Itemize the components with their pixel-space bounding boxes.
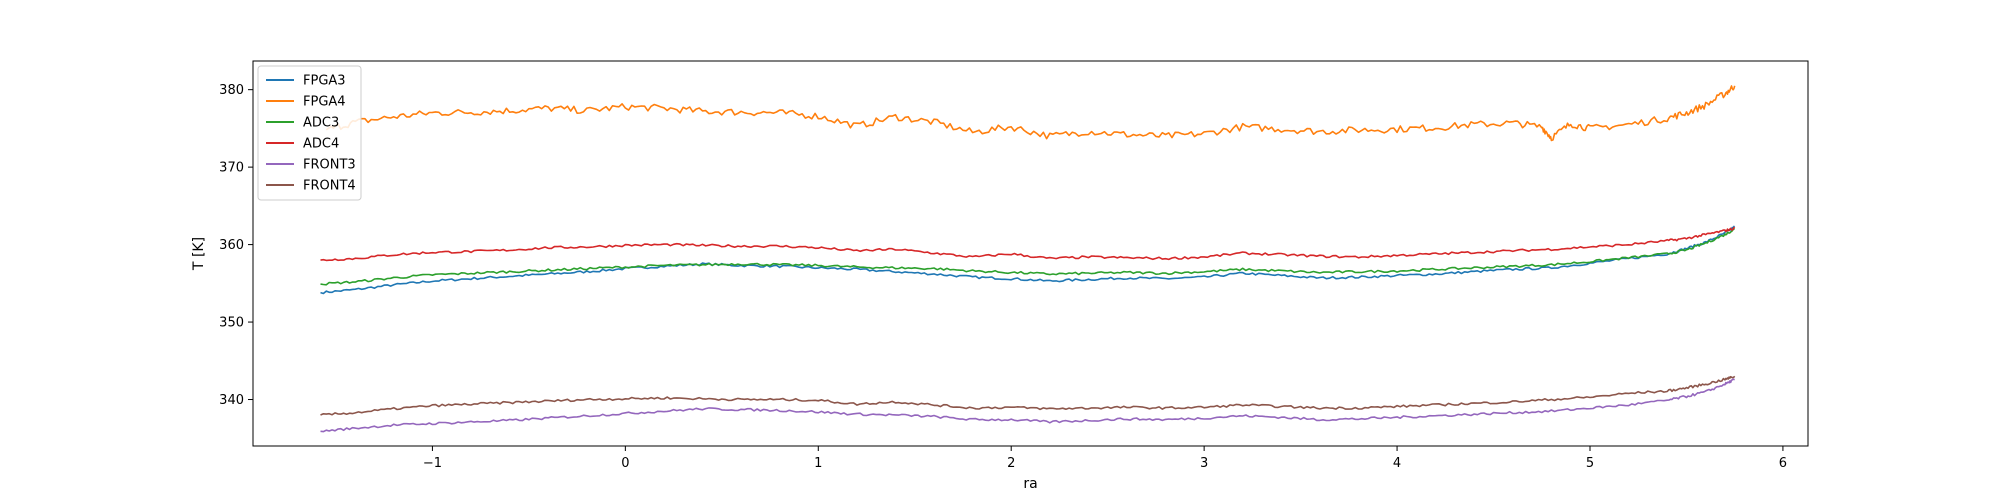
- legend: FPGA3 FPGA4 ADC3 ADC4 FRONT3 FRONT4: [257, 65, 362, 201]
- plot-frame: [252, 60, 1809, 447]
- x-tick-label: 1: [814, 456, 822, 471]
- x-axis-label: ra: [1023, 476, 1037, 492]
- x-axis: −1 0 1 2 3 4 5 6: [423, 446, 1787, 471]
- y-tick-label: 370: [219, 161, 244, 176]
- legend-label-front4: FRONT4: [303, 179, 356, 194]
- x-tick-label: −1: [423, 456, 442, 471]
- x-tick-label: 5: [1586, 456, 1594, 471]
- legend-box: [257, 65, 362, 201]
- y-tick-label: 340: [219, 393, 244, 408]
- series-line-fpga3: [320, 225, 1735, 295]
- series-line-adc4: [320, 226, 1736, 262]
- legend-label-front3: FRONT3: [303, 158, 356, 173]
- series-layer: [320, 85, 1736, 433]
- y-tick-label: 360: [219, 238, 244, 253]
- x-tick-label: 2: [1007, 456, 1015, 471]
- x-tick-label: 3: [1200, 456, 1208, 471]
- x-tick-label: 0: [621, 456, 629, 471]
- y-tick-label: 350: [219, 316, 244, 331]
- series-line-front3: [320, 378, 1735, 433]
- x-tick-label: 6: [1779, 456, 1787, 471]
- x-tick-label: 4: [1393, 456, 1401, 471]
- series-line-front4: [320, 375, 1736, 416]
- series-line-fpga4: [325, 85, 1736, 142]
- legend-label-adc4: ADC4: [303, 137, 339, 152]
- legend-label-adc3: ADC3: [303, 116, 339, 131]
- y-axis-label: T [K]: [191, 237, 207, 271]
- y-axis: 340 350 360 370 380: [219, 83, 253, 408]
- series-line-adc3: [320, 228, 1735, 286]
- legend-label-fpga3: FPGA3: [303, 74, 346, 89]
- y-tick-label: 380: [219, 83, 244, 98]
- legend-label-fpga4: FPGA4: [303, 95, 346, 110]
